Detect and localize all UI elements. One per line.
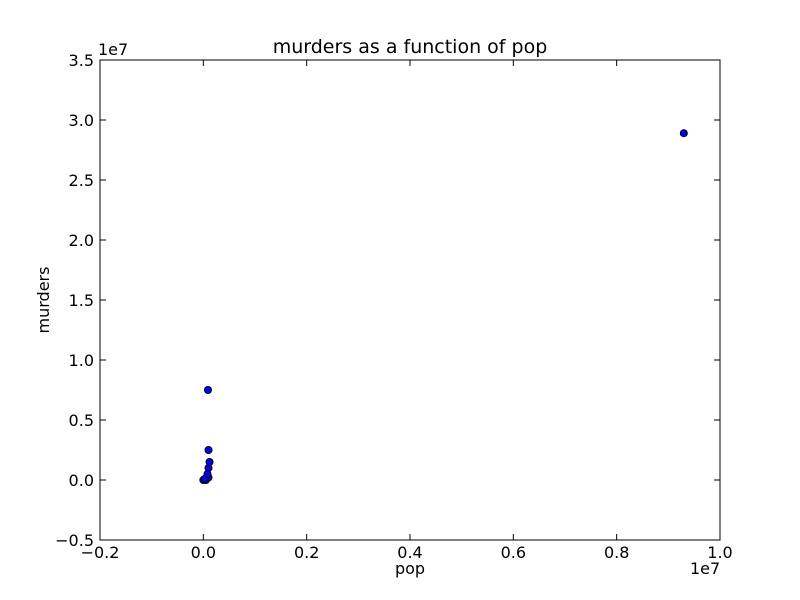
x-tick-label: 0.4 [397, 543, 422, 562]
y-tick-label: 1.5 [69, 291, 94, 310]
y-tick-label: 0.5 [69, 411, 94, 430]
x-tick-label: 1.0 [707, 543, 732, 562]
x-axis-label: pop [395, 559, 425, 578]
x-tick-label: −0.2 [81, 543, 120, 562]
chart-title: murders as a function of pop [273, 36, 548, 58]
y-tick-label: 3.0 [69, 111, 94, 130]
x-tick-label: 0.2 [294, 543, 319, 562]
y-tick-label: −0.5 [55, 531, 94, 550]
y-axis-label: murders [34, 267, 53, 334]
x-tick-label: 0.8 [604, 543, 629, 562]
y-tick-label: 3.5 [69, 51, 94, 70]
data-point [203, 386, 212, 394]
data-point [679, 129, 688, 138]
data-points [199, 129, 688, 484]
y-tick-label: 2.0 [69, 231, 94, 250]
x-tick-label: 0.6 [501, 543, 526, 562]
y-axis-ticks: −0.5 0.0 0.5 1.0 1.5 2.0 2.5 3.0 3.5 [55, 51, 720, 550]
x-tick-label: 0.0 [191, 543, 216, 562]
x-axis-scale-label: 1e7 [690, 559, 720, 578]
data-point [204, 446, 213, 454]
y-tick-label: 2.5 [69, 171, 94, 190]
x-axis-ticks: −0.2 0.0 0.2 0.4 0.6 0.8 1.0 [81, 60, 733, 562]
y-tick-label: 1.0 [69, 351, 94, 370]
y-tick-label: 0.0 [69, 471, 94, 490]
y-axis-scale-label: 1e7 [98, 40, 128, 59]
plot-area [99, 59, 721, 541]
data-point [205, 458, 214, 466]
